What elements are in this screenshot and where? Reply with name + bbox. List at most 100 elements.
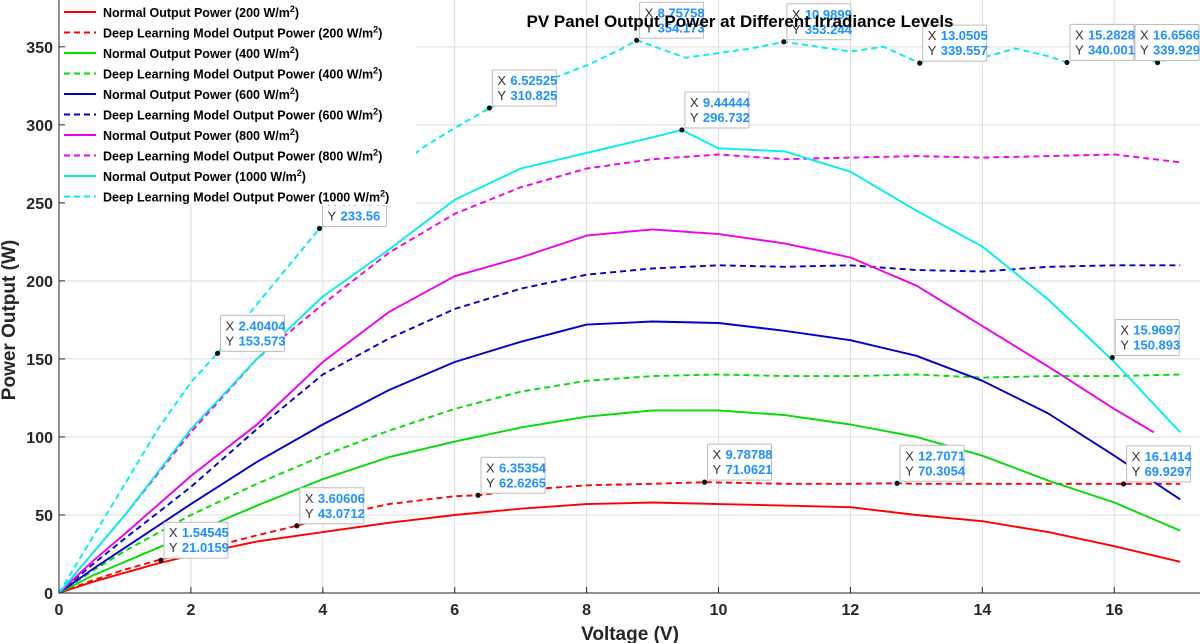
- datatip-x-key: X: [1120, 323, 1129, 338]
- legend-entry-sup: 2: [290, 127, 295, 137]
- datatip-group: X 1.54545 Y 21.0159 X 3.60606 Y 43.0712 X 6.35354…: [158, 1, 1200, 563]
- datatip-y-value: 62.6265: [499, 475, 546, 490]
- datatip-x-value: 2.40404: [239, 318, 287, 333]
- datatip-y-key: Y: [792, 22, 801, 37]
- x-tick-label: 14: [973, 602, 991, 619]
- datatip-x-value: 6.52525: [510, 73, 557, 88]
- datatip-marker: [214, 350, 221, 356]
- datatip-x-key: X: [305, 491, 314, 506]
- datatip-x-value: 3.60606: [318, 491, 365, 506]
- legend-entry-label: Normal Output Power (800 W/m: [103, 129, 290, 143]
- datatip-y-value: 339.929: [1153, 43, 1200, 58]
- datatip[interactable]: X 8.75758 Y 354.173: [633, 1, 705, 43]
- datatip-x-value: 10.9899: [805, 7, 852, 22]
- datatip-marker: [1064, 59, 1070, 66]
- datatip[interactable]: X 15.9697 Y 150.893: [1109, 319, 1181, 361]
- datatip-x-key: X: [713, 447, 722, 462]
- y-tick-label: 200: [26, 274, 53, 291]
- legend-entry: Normal Output Power (1000 W/m2): [103, 168, 306, 184]
- datatip-y-key: Y: [486, 475, 495, 490]
- datatip-x-value: 9.78788: [726, 447, 773, 462]
- datatip-x-key: X: [690, 95, 699, 110]
- datatip-x-value: 15.2828: [1088, 27, 1135, 42]
- x-tick-label: 10: [710, 602, 728, 619]
- series-line-7: [58, 153, 1181, 594]
- datatip-y-key: Y: [1120, 338, 1129, 353]
- datatip[interactable]: X 6.35354 Y 62.6265: [475, 456, 547, 498]
- datatip-y-key: Y: [1075, 42, 1084, 57]
- datatip-x-value: 1.54545: [182, 525, 229, 540]
- datatip-x-value: 9.44444: [703, 95, 751, 110]
- datatip[interactable]: X 15.2828 Y 340.001: [1064, 23, 1135, 66]
- legend-entry: Deep Learning Model Output Power (200 W/…: [103, 25, 382, 41]
- x-axis-label: Voltage (V): [581, 624, 679, 643]
- datatip-x-value: 8.75758: [658, 5, 705, 20]
- legend-entry-sup: 2: [297, 168, 302, 178]
- legend-entry-sup: 2: [373, 148, 378, 158]
- datatip-marker: [475, 492, 481, 498]
- datatip[interactable]: X 6.52525 Y 310.825: [486, 69, 558, 111]
- legend-entry-sup: 2: [373, 66, 378, 76]
- legend-entry-sup: 2: [373, 107, 378, 117]
- datatip-y-key: Y: [713, 462, 722, 477]
- grid: [59, 0, 1200, 593]
- legend-entry-label: Normal Output Power (200 W/m: [103, 6, 290, 20]
- datatip[interactable]: X 16.6566 Y 339.929: [1134, 24, 1200, 66]
- datatip-y-value: 353.244: [805, 22, 853, 37]
- legend-entry-sup: 2: [380, 189, 385, 199]
- datatip[interactable]: X 16.1414 Y 69.9297: [1120, 445, 1192, 487]
- datatip-y-value: 69.9297: [1145, 464, 1192, 479]
- datatip-marker: [486, 105, 492, 111]
- datatip-y-value: 71.0621: [726, 462, 773, 477]
- datatip-y-value: 340.001: [1088, 42, 1135, 57]
- datatip-y-value: 339.557: [941, 43, 988, 58]
- datatip-box: [786, 3, 852, 41]
- datatip-box: [707, 443, 773, 481]
- datatip-marker: [894, 480, 900, 486]
- legend-entry-label: Deep Learning Model Output Power (400 W/…: [103, 68, 373, 82]
- series-line-8: [58, 129, 1181, 594]
- legend-entry: Deep Learning Model Output Power (1000 W…: [103, 189, 389, 205]
- legend-entry-sup: 2: [290, 4, 295, 14]
- legend-entry: Normal Output Power (600 W/m2): [103, 86, 299, 102]
- datatip[interactable]: X 1.54545 Y 21.0159: [158, 521, 229, 563]
- legend-entry-label: Normal Output Power (600 W/m: [103, 88, 290, 102]
- legend-entry-label: Deep Learning Model Output Power (1000 W…: [103, 191, 380, 205]
- datatip-marker: [294, 523, 300, 529]
- datatip-y-key: Y: [905, 463, 914, 478]
- datatip[interactable]: X 10.9899 Y 353.244: [781, 3, 853, 45]
- datatip-y-value: 233.56: [340, 209, 380, 224]
- datatip-y-value: 70.3054: [918, 463, 966, 478]
- series-line-4: [58, 320, 1181, 594]
- datatip[interactable]: X 2.40404 Y 153.573: [214, 314, 287, 356]
- datatip[interactable]: X 13.0505 Y 339.557: [917, 24, 988, 66]
- legend-entry: Deep Learning Model Output Power (800 W/…: [103, 148, 382, 164]
- datatip-x-key: X: [645, 5, 654, 20]
- y-tick-label: 50: [35, 508, 53, 525]
- datatip-marker: [781, 39, 787, 45]
- datatip-box: [684, 91, 750, 129]
- datatip[interactable]: X 9.44444 Y 296.732: [679, 91, 751, 133]
- x-tick-label: 12: [842, 602, 860, 619]
- legend-entry-close: ): [378, 150, 382, 164]
- datatip-x-key: X: [486, 460, 495, 475]
- datatip[interactable]: X 12.7071 Y 70.3054: [894, 444, 966, 486]
- datatip-y-key: Y: [226, 333, 235, 348]
- datatip-x-value: 6.35354: [499, 460, 547, 475]
- datatip-box: [1114, 319, 1180, 357]
- datatip-y-value: 296.732: [703, 110, 750, 125]
- datatip-marker: [679, 127, 685, 133]
- datatip[interactable]: X 9.78788 Y 71.0621: [701, 443, 773, 485]
- datatip[interactable]: X 3.60606 Y 43.0712: [294, 487, 365, 529]
- datatip-y-value: 153.573: [239, 333, 286, 348]
- datatip-box: [639, 1, 705, 39]
- datatip-box: [491, 69, 557, 107]
- datatip-x-value: 15.9697: [1133, 323, 1180, 338]
- datatip-y-key: Y: [497, 88, 506, 103]
- datatip-x-value: 13.0505: [941, 28, 988, 43]
- x-tick-label: 2: [186, 602, 195, 619]
- datatip-box: [1134, 24, 1200, 62]
- legend-entry-label: Normal Output Power (400 W/m: [103, 47, 290, 61]
